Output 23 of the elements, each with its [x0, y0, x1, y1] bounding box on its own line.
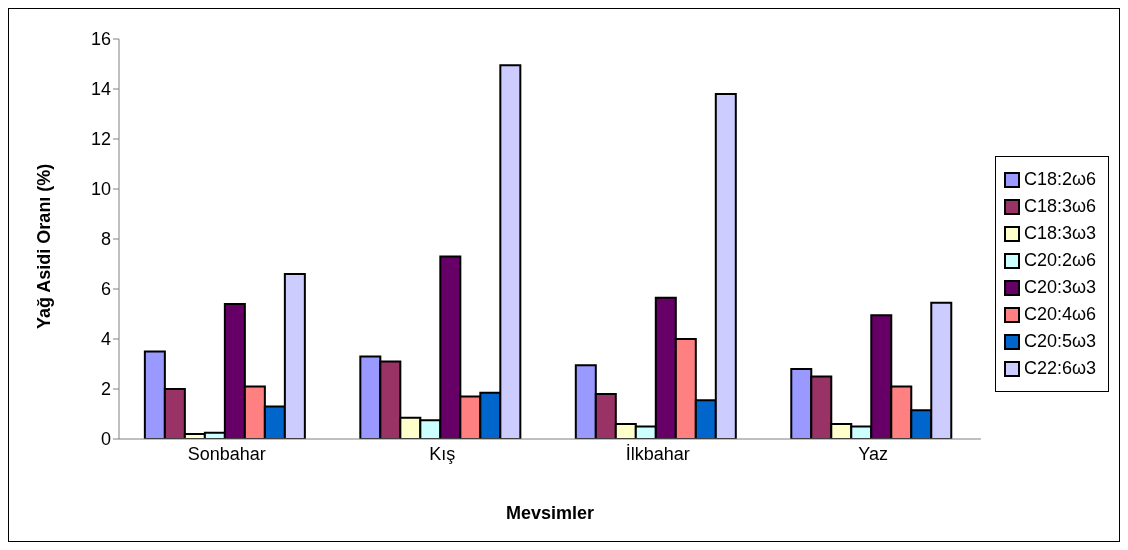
- legend-label: C20:5ω3: [1023, 331, 1096, 352]
- x-tick-label: Yaz: [858, 443, 888, 464]
- y-axis-title: Yağ Asidi Oranı (%): [34, 163, 55, 329]
- legend-label: C18:3ω6: [1023, 196, 1096, 217]
- y-tick-label: 10: [90, 179, 111, 200]
- y-tick-label: 2: [100, 379, 111, 400]
- legend-label: C18:2ω6: [1023, 169, 1096, 190]
- y-tick-label: 0: [100, 429, 111, 450]
- x-tick-label: Sonbahar: [187, 443, 266, 464]
- y-tick-label: 14: [90, 79, 111, 100]
- legend-label: C18:3ω3: [1023, 223, 1096, 244]
- legend-label: C20:2ω6: [1023, 250, 1096, 271]
- y-tick-label: 8: [100, 229, 111, 250]
- y-tick-label: 16: [90, 29, 111, 50]
- x-axis-title: Mevsimler: [505, 503, 594, 523]
- y-tick-label: 12: [90, 129, 111, 150]
- y-tick-label: 6: [100, 279, 111, 300]
- x-tick-label: İlkbahar: [625, 443, 690, 464]
- x-tick-label: Kış: [429, 443, 456, 464]
- legend-label: C20:4ω6: [1023, 304, 1096, 325]
- y-tick-label: 4: [100, 329, 111, 350]
- legend-label: C22:6ω3: [1023, 358, 1096, 379]
- legend-label: C20:3ω3: [1023, 277, 1096, 298]
